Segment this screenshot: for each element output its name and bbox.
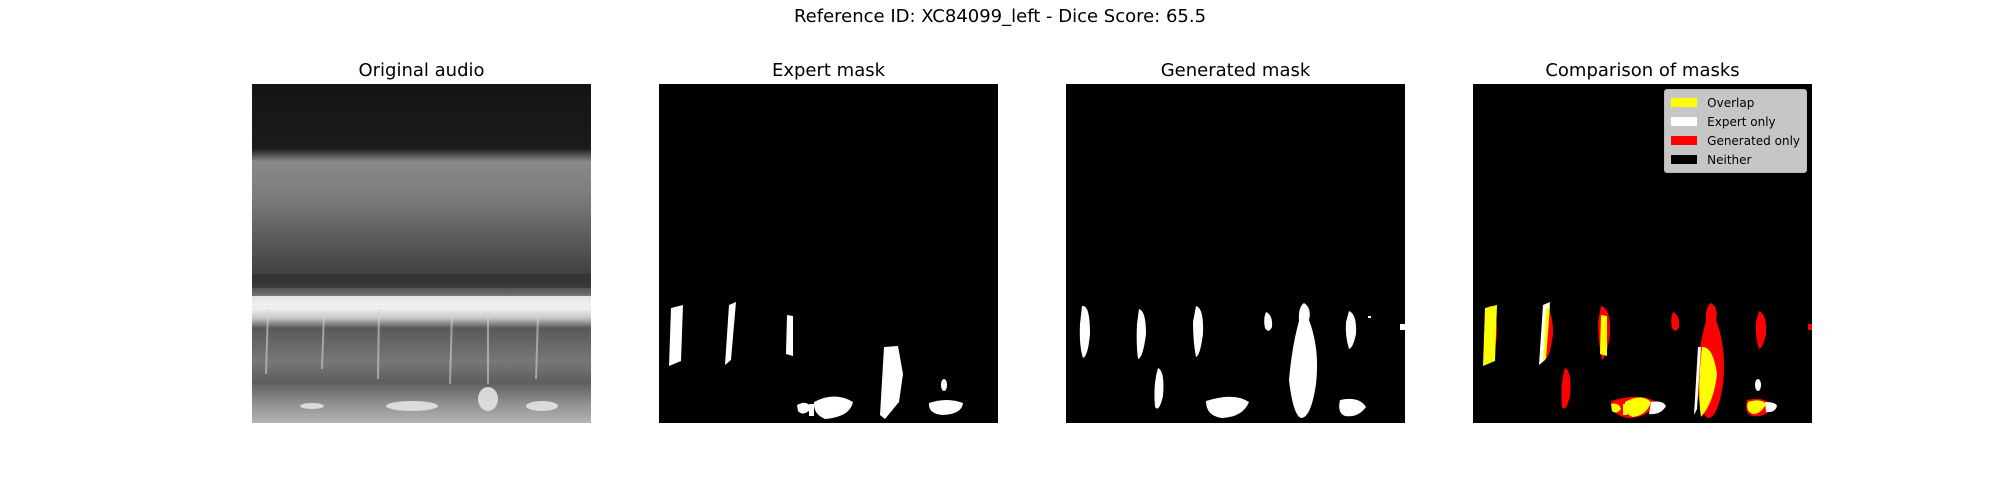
comparison-legend: Overlap Expert only Generated only Neith… — [1664, 89, 1807, 173]
panel-title-generated-mask: Generated mask — [1160, 60, 1311, 81]
panel-title-original-audio: Original audio — [358, 60, 485, 81]
legend-label-overlap: Overlap — [1707, 95, 1755, 110]
expert-mask-image — [659, 84, 998, 423]
spectrogram-image — [252, 84, 591, 423]
comparison-mask-image: Overlap Expert only Generated only Neith… — [1473, 84, 1812, 423]
legend-label-expert-only: Expert only — [1707, 114, 1776, 129]
panel-title-comparison: Comparison of masks — [1545, 60, 1740, 81]
panel-title-expert-mask: Expert mask — [771, 60, 886, 81]
generated-mask-image — [1066, 84, 1405, 423]
legend-swatch-expert-only — [1671, 117, 1698, 126]
legend-item-overlap: Overlap — [1671, 93, 1800, 112]
legend-swatch-neither — [1671, 155, 1698, 164]
legend-item-neither: Neither — [1671, 150, 1800, 169]
legend-swatch-generated-only — [1671, 136, 1698, 145]
legend-label-neither: Neither — [1707, 152, 1752, 167]
legend-item-expert-only: Expert only — [1671, 112, 1800, 131]
legend-item-generated-only: Generated only — [1671, 131, 1800, 150]
legend-swatch-overlap — [1671, 98, 1698, 107]
figure-suptitle: Reference ID: XC84099_left - Dice Score:… — [793, 6, 1207, 27]
legend-label-generated-only: Generated only — [1707, 133, 1800, 148]
